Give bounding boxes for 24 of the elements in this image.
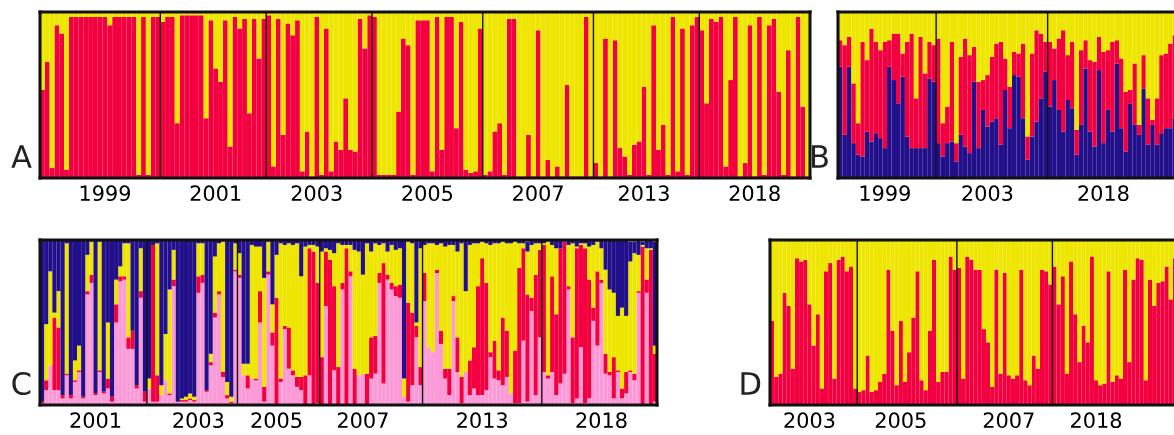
x-tick-label: 2018: [1071, 412, 1122, 429]
x-tick-label: 2003: [291, 185, 342, 202]
text: C: [12, 371, 31, 396]
x-tick-label: 2003: [962, 185, 1013, 202]
text: B: [812, 145, 828, 168]
x-tick-label: 2005: [402, 185, 453, 202]
x-tick-label: 2018: [1078, 185, 1129, 202]
x-tick-label: 2001: [190, 185, 241, 202]
x-tick-label: 2003: [173, 412, 224, 429]
x-tick-label: 2003: [784, 412, 835, 429]
x-tick-label: 2007: [513, 185, 563, 202]
x-tick-label: 2013: [618, 185, 669, 202]
x-tick-label: 2013: [457, 412, 508, 429]
x-tick-label: 2018: [729, 185, 780, 202]
x-tick-label: 2007: [337, 412, 388, 429]
x-tick-label: 2005: [251, 412, 302, 429]
x-tick-label: 2001: [70, 412, 121, 429]
x-tick-label: 1999: [80, 185, 131, 202]
x-tick-label: 1999: [860, 185, 910, 202]
text: D: [741, 372, 761, 395]
x-tick-label: 2005: [875, 412, 926, 429]
x-tick-label: 2007: [983, 412, 1034, 429]
text: A: [11, 145, 32, 168]
x-tick-label: 2018: [576, 412, 627, 429]
